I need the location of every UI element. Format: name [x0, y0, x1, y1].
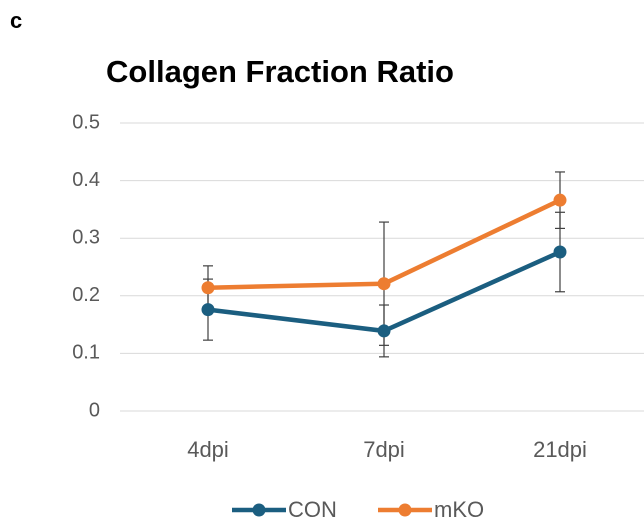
y-tick-label: 0.4 [72, 169, 100, 191]
marker [201, 303, 215, 317]
legend-marker [398, 503, 412, 517]
marker [377, 277, 391, 291]
legend-marker [252, 503, 266, 517]
panel-label: c [10, 8, 22, 33]
marker [553, 245, 567, 259]
x-tick-label: 7dpi [363, 437, 405, 462]
y-tick-label: 0.2 [72, 284, 100, 306]
y-tick-label: 0 [89, 399, 100, 421]
legend-label: mKO [434, 497, 484, 522]
x-tick-label: 21dpi [533, 437, 587, 462]
x-tick-label: 4dpi [187, 437, 229, 462]
y-tick-label: 0.3 [72, 226, 100, 248]
y-tick-label: 0.5 [72, 111, 100, 133]
marker [377, 324, 391, 338]
chart-title: Collagen Fraction Ratio [106, 54, 454, 89]
y-tick-label: 0.1 [72, 342, 100, 364]
marker [553, 193, 567, 207]
legend-label: CON [288, 497, 337, 522]
marker [201, 281, 215, 295]
